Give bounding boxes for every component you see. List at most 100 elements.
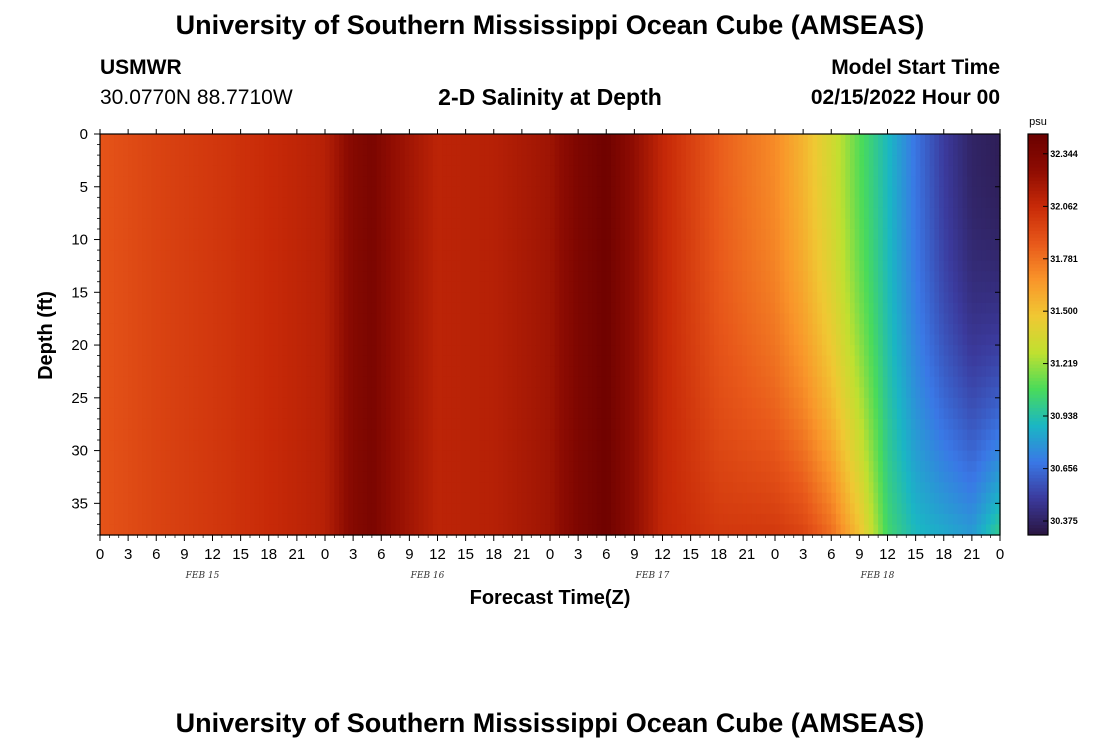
- heatmap-cell: [620, 429, 626, 441]
- heatmap-cell: [695, 165, 701, 177]
- heatmap-cell: [657, 207, 664, 220]
- heatmap-cell: [100, 207, 106, 220]
- heatmap-cell: [100, 176, 106, 188]
- heatmap-cell: [198, 281, 204, 293]
- heatmap-cell: [507, 239, 514, 251]
- heatmap-cell: [250, 292, 256, 304]
- heatmap-cell: [343, 207, 350, 220]
- heatmap-cell: [376, 134, 382, 146]
- heatmap-cell: [418, 366, 425, 378]
- heatmap-cell: [100, 503, 106, 515]
- heatmap-cell: [550, 165, 556, 177]
- heatmap-cell: [100, 260, 106, 272]
- heatmap-cell: [362, 186, 368, 198]
- heatmap-cell: [306, 366, 312, 378]
- heatmap-cell: [292, 503, 298, 515]
- heatmap-cell: [503, 302, 509, 314]
- heatmap-cell: [653, 144, 659, 156]
- heatmap-cell: [301, 334, 307, 346]
- heatmap-cell: [235, 292, 242, 304]
- heatmap-cell: [587, 429, 593, 441]
- heatmap-cell: [470, 513, 476, 526]
- heatmap-cell: [254, 397, 260, 409]
- heatmap-cell: [681, 345, 687, 357]
- heatmap-cell: [620, 524, 626, 536]
- heatmap-cell: [582, 271, 589, 283]
- heatmap-cell: [292, 281, 298, 293]
- heatmap-cell: [685, 366, 692, 378]
- heatmap-cell: [629, 482, 635, 494]
- heatmap-cell: [615, 155, 621, 167]
- heatmap-cell: [620, 471, 626, 483]
- heatmap-cell: [428, 408, 434, 420]
- heatmap-cell: [587, 313, 593, 325]
- heatmap-cell: [245, 281, 251, 293]
- heatmap-cell: [287, 408, 293, 420]
- heatmap-cell: [620, 260, 626, 272]
- heatmap-cell: [203, 513, 209, 526]
- heatmap-cell: [582, 418, 589, 431]
- heatmap-cell: [118, 176, 125, 188]
- heatmap-cell: [573, 482, 579, 494]
- heatmap-cell: [653, 429, 659, 441]
- heatmap-cell: [221, 281, 228, 293]
- heatmap-cell: [653, 524, 659, 536]
- heatmap-cell: [203, 355, 209, 367]
- heatmap-cell: [203, 281, 209, 293]
- heatmap-cell: [442, 429, 448, 441]
- heatmap-cell: [414, 228, 420, 241]
- heatmap-cell: [550, 376, 556, 388]
- heatmap-cell: [170, 176, 176, 188]
- heatmap-cell: [578, 176, 584, 188]
- heatmap-cell: [573, 334, 579, 346]
- heatmap-cell: [268, 440, 275, 452]
- heatmap-cell: [564, 471, 570, 483]
- heatmap-cell: [250, 355, 256, 367]
- heatmap-cell: [259, 218, 265, 230]
- heatmap-cell: [287, 323, 293, 336]
- heatmap-cell: [437, 302, 443, 314]
- heatmap-cell: [390, 134, 396, 146]
- heatmap-cell: [137, 408, 143, 420]
- heatmap-cell: [151, 239, 157, 251]
- heatmap-cell: [348, 207, 354, 220]
- heatmap-cell: [685, 186, 692, 198]
- heatmap-cell: [540, 397, 546, 409]
- heatmap-cell: [212, 524, 218, 536]
- heatmap-cell: [662, 450, 668, 462]
- heatmap-cell: [446, 302, 453, 314]
- heatmap-cell: [118, 503, 125, 515]
- heatmap-cell: [259, 334, 265, 346]
- heatmap-cell: [671, 482, 678, 494]
- heatmap-cell: [142, 250, 148, 262]
- heatmap-cell: [517, 471, 523, 483]
- heatmap-cell: [432, 408, 439, 420]
- heatmap-cell: [437, 134, 443, 146]
- heatmap-cell: [296, 345, 303, 357]
- heatmap-cell: [114, 313, 120, 325]
- heatmap-cell: [639, 165, 645, 177]
- heatmap-cell: [437, 429, 443, 441]
- heatmap-cell: [625, 144, 631, 156]
- heatmap-cell: [432, 482, 439, 494]
- heatmap-cell: [226, 503, 232, 515]
- heatmap-cell: [245, 302, 251, 314]
- heatmap-cell: [559, 387, 565, 399]
- heatmap-cell: [690, 355, 696, 367]
- heatmap-cell: [423, 376, 429, 388]
- heatmap-cell: [559, 376, 565, 388]
- heatmap-cell: [357, 334, 364, 346]
- heatmap-cell: [653, 408, 659, 420]
- heatmap-cell: [198, 440, 204, 452]
- heatmap-cell: [620, 250, 626, 262]
- heatmap-cell: [535, 503, 542, 515]
- heatmap-cell: [573, 471, 579, 483]
- heatmap-cell: [371, 492, 378, 504]
- heatmap-cell: [521, 492, 528, 504]
- heatmap-cell: [470, 355, 476, 367]
- heatmap-cell: [428, 387, 434, 399]
- heatmap-cell: [137, 492, 143, 504]
- heatmap-cell: [231, 176, 237, 188]
- heatmap-cell: [540, 408, 546, 420]
- heatmap-cell: [531, 302, 537, 314]
